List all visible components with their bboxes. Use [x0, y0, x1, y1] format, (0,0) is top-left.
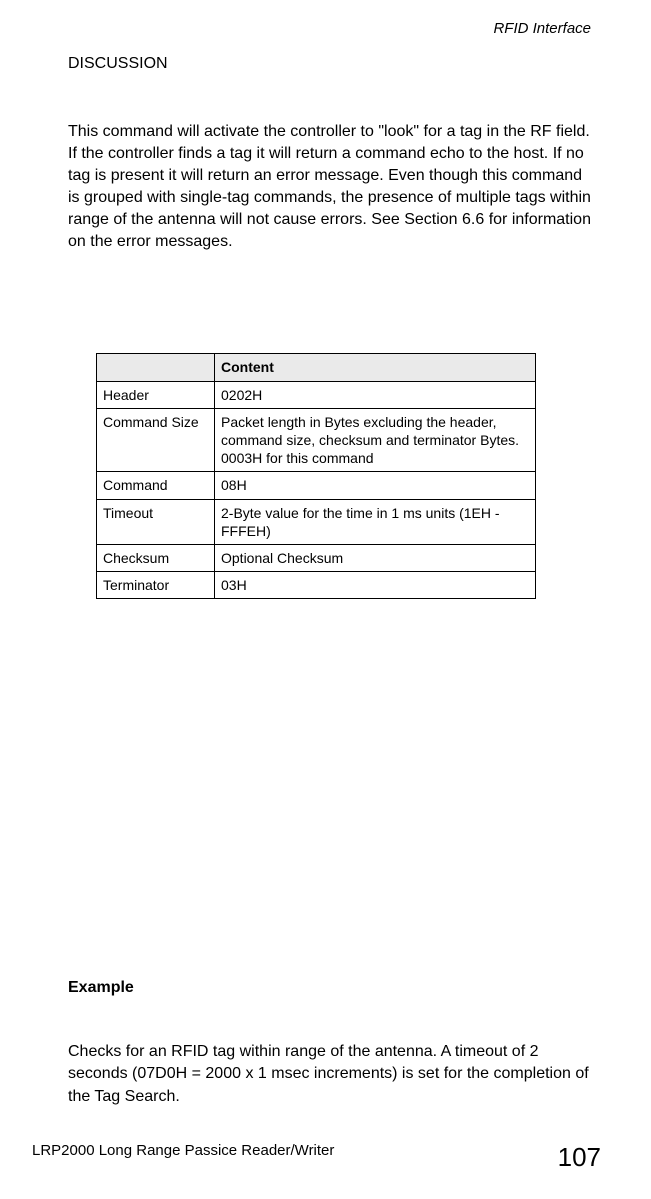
table-cell-label: Command Size: [97, 408, 215, 472]
running-head: RFID Interface: [68, 20, 591, 37]
table-header-content: Content: [215, 354, 536, 381]
table-row: Terminator 03H: [97, 572, 536, 599]
table-header-row: Content: [97, 354, 536, 381]
table-cell-content: Packet length in Bytes excluding the hea…: [215, 408, 536, 472]
table-cell-label: Checksum: [97, 544, 215, 571]
table-row: Command Size Packet length in Bytes excl…: [97, 408, 536, 472]
example-heading: Example: [68, 979, 591, 997]
table-cell-label: Header: [97, 381, 215, 408]
table-row: Timeout 2-Byte value for the time in 1 m…: [97, 499, 536, 544]
page-footer: LRP2000 Long Range Passice Reader/Writer…: [32, 1142, 601, 1173]
footer-left-text: LRP2000 Long Range Passice Reader/Writer: [32, 1142, 334, 1159]
table-cell-content: 0202H: [215, 381, 536, 408]
table-cell-content: Optional Checksum: [215, 544, 536, 571]
page-number: 107: [558, 1142, 601, 1173]
table-row: Command 08H: [97, 472, 536, 499]
table-cell-label: Timeout: [97, 499, 215, 544]
table-row: Header 0202H: [97, 381, 536, 408]
content-table: Content Header 0202H Command Size Packet…: [96, 353, 536, 599]
table-cell-content: 2-Byte value for the time in 1 ms units …: [215, 499, 536, 544]
example-paragraph: Checks for an RFID tag within range of t…: [68, 1041, 591, 1107]
discussion-paragraph: This command will activate the controlle…: [68, 121, 591, 253]
table-cell-label: Terminator: [97, 572, 215, 599]
table-cell-content: 08H: [215, 472, 536, 499]
table-row: Checksum Optional Checksum: [97, 544, 536, 571]
discussion-label: DISCUSSION: [68, 55, 591, 73]
table-header-empty: [97, 354, 215, 381]
table-cell-content: 03H: [215, 572, 536, 599]
table-cell-label: Command: [97, 472, 215, 499]
